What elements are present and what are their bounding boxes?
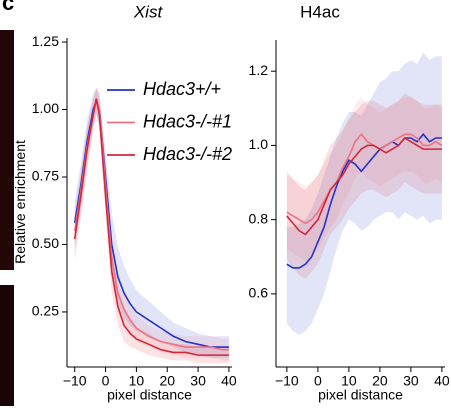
y-tick-label: 0.8 [249, 210, 269, 226]
y-tick-label: 1.00 [32, 100, 59, 116]
x-tick-label: 40 [221, 373, 237, 389]
x-tick-label: −10 [275, 373, 299, 389]
x-tick-label: −10 [63, 373, 87, 389]
y-tick-label: 0.6 [249, 285, 269, 301]
x-tick-label: 20 [372, 373, 388, 389]
x-tick-label: 10 [129, 373, 145, 389]
image-strip [0, 30, 14, 270]
x-tick-label: 30 [190, 373, 206, 389]
y-tick-label: 0.25 [32, 303, 59, 319]
x-tick-label: 20 [159, 373, 175, 389]
confidence-band [74, 87, 229, 364]
x-axis-label: pixel distance [318, 387, 403, 403]
legend-label: Hdac3-/-#2 [143, 144, 232, 164]
data-line [286, 133, 442, 269]
x-tick-label: 10 [341, 373, 357, 389]
data-line [286, 133, 443, 225]
y-tick-label: 0.75 [32, 168, 59, 184]
chart-title: H4ac [300, 2, 340, 21]
data-line [286, 136, 442, 236]
image-strip [0, 285, 14, 406]
panel-label: c [2, 0, 14, 15]
y-tick-label: 1.25 [32, 33, 59, 49]
x-tick-label: 0 [314, 373, 322, 389]
y-tick-label: 1.2 [249, 62, 269, 78]
chart-title: Xist [133, 2, 164, 21]
x-tick-label: 0 [102, 373, 110, 389]
legend-label: Hdac3+/+ [143, 79, 221, 99]
y-axis-label: Relative enrichment [12, 140, 28, 264]
confidence-band [286, 93, 442, 280]
confidence-band [286, 52, 442, 335]
confidence-band [74, 87, 229, 361]
confidence-band [74, 87, 229, 358]
legend-label: Hdac3-/-#1 [143, 111, 232, 131]
x-axis-label: pixel distance [107, 387, 192, 403]
x-tick-label: 30 [403, 373, 419, 389]
y-tick-label: 1.0 [249, 136, 269, 152]
x-tick-label: 40 [434, 373, 450, 389]
y-tick-label: 0.50 [32, 235, 59, 251]
data-line [73, 98, 229, 356]
